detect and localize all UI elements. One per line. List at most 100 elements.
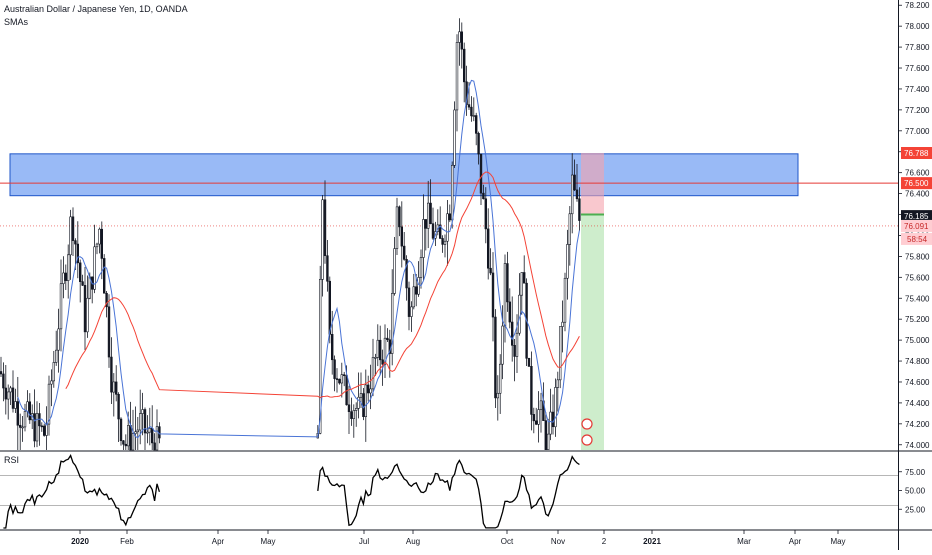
candle-body xyxy=(83,285,87,333)
candle-body xyxy=(74,240,77,245)
candle-body xyxy=(338,378,341,384)
candle-body xyxy=(566,244,569,279)
candle-body xyxy=(573,174,576,191)
candle-body xyxy=(98,228,101,245)
time-axis: 2020 Feb Apr May Jul Aug Oct Nov 2 2021 Mar Apr May xyxy=(71,530,846,546)
price-axis-label: 74.600 xyxy=(905,378,930,387)
candle-body xyxy=(369,388,372,394)
candle-body xyxy=(23,410,27,428)
stop-price-tag: 76.091 xyxy=(904,222,929,231)
candle-body xyxy=(414,286,418,295)
event-marker-icon xyxy=(581,434,593,446)
candle-body xyxy=(438,224,442,239)
price-axis-label: 75.000 xyxy=(905,336,930,345)
candle-body xyxy=(151,428,154,444)
candle-body xyxy=(453,109,456,166)
candle-body xyxy=(28,401,31,421)
candle-body xyxy=(67,254,70,281)
candle-body xyxy=(323,199,327,257)
level-price-tag-bg xyxy=(901,177,932,190)
candle-body xyxy=(110,356,113,393)
price-axis-label: 75.600 xyxy=(905,273,930,282)
price-axis-label: 74.200 xyxy=(905,420,930,429)
candle-body xyxy=(554,387,557,428)
candle-body xyxy=(395,206,399,249)
candle-body xyxy=(530,366,533,415)
price-axis-label: 75.800 xyxy=(905,252,930,261)
time-axis-label: 2021 xyxy=(643,537,661,546)
candle-body xyxy=(40,425,44,428)
candle-body xyxy=(383,337,387,365)
candle-body xyxy=(510,321,514,346)
candle-body xyxy=(112,381,116,393)
candle-body xyxy=(371,357,375,390)
candle-body xyxy=(330,333,334,361)
candle-body xyxy=(71,216,75,241)
price-axis-label: 76.400 xyxy=(905,190,930,199)
candle-body xyxy=(474,115,478,134)
rsi-line xyxy=(3,454,161,529)
candle-body xyxy=(410,306,413,317)
candle-body xyxy=(544,420,548,450)
price-axis-label: 75.200 xyxy=(905,315,930,324)
candle-body xyxy=(155,426,159,451)
candle-body xyxy=(326,255,329,282)
candle-body xyxy=(390,293,394,354)
candle-body xyxy=(362,393,365,417)
candle-body xyxy=(508,301,511,323)
candle-body xyxy=(501,325,504,365)
time-axis-label: Jul xyxy=(359,537,369,546)
candle-body xyxy=(378,339,382,361)
candle-body xyxy=(50,380,53,385)
candle-body xyxy=(520,272,524,296)
candle-body xyxy=(460,31,463,50)
candle-body xyxy=(115,381,118,395)
price-axis-label: 77.400 xyxy=(905,85,930,94)
stop-price-tag-bg xyxy=(901,219,932,232)
candle-body xyxy=(467,104,471,108)
rsi-pane: 75.00 50.00 25.00 xyxy=(0,454,926,529)
candle-body xyxy=(62,272,65,285)
candle-body xyxy=(441,238,444,245)
candle-body xyxy=(69,216,72,256)
candle-body xyxy=(2,373,5,389)
candle-body xyxy=(64,272,68,281)
time-axis-label: Apr xyxy=(212,537,225,546)
candle-body xyxy=(407,287,411,317)
candle-body xyxy=(0,371,3,375)
sma-slow-line xyxy=(65,171,580,399)
candle-body xyxy=(470,106,473,117)
level-price-tag: 76.500 xyxy=(904,179,929,188)
candle-body xyxy=(405,259,408,289)
candle-body xyxy=(364,384,367,417)
candle-body xyxy=(462,48,466,83)
candle-body xyxy=(563,277,567,323)
candle-body xyxy=(6,391,10,400)
candle-body xyxy=(443,240,447,245)
candle-body xyxy=(35,413,39,442)
event-marker-icon xyxy=(581,418,593,430)
candle-body xyxy=(21,426,24,429)
rsi-axis-label: 50.00 xyxy=(905,487,926,496)
price-axis-label: 77.200 xyxy=(905,106,930,115)
candle-body xyxy=(318,279,322,434)
candle-body xyxy=(14,401,17,409)
time-axis-label: May xyxy=(260,537,275,546)
time-axis-label: Nov xyxy=(551,537,565,546)
candle-body xyxy=(136,429,139,433)
candle-body xyxy=(549,411,552,435)
position-stop-area xyxy=(581,214,604,450)
candle-body xyxy=(33,413,36,442)
candle-body xyxy=(422,219,425,258)
candle-body xyxy=(81,281,84,286)
candle-body xyxy=(54,349,58,363)
countdown-tag-bg xyxy=(901,232,932,245)
candle-body xyxy=(491,272,495,318)
candle-body xyxy=(458,31,461,43)
candle-body xyxy=(537,409,540,425)
candle-body xyxy=(340,374,343,384)
candle-body xyxy=(496,392,499,399)
price-axis-label: 74.000 xyxy=(905,441,930,450)
